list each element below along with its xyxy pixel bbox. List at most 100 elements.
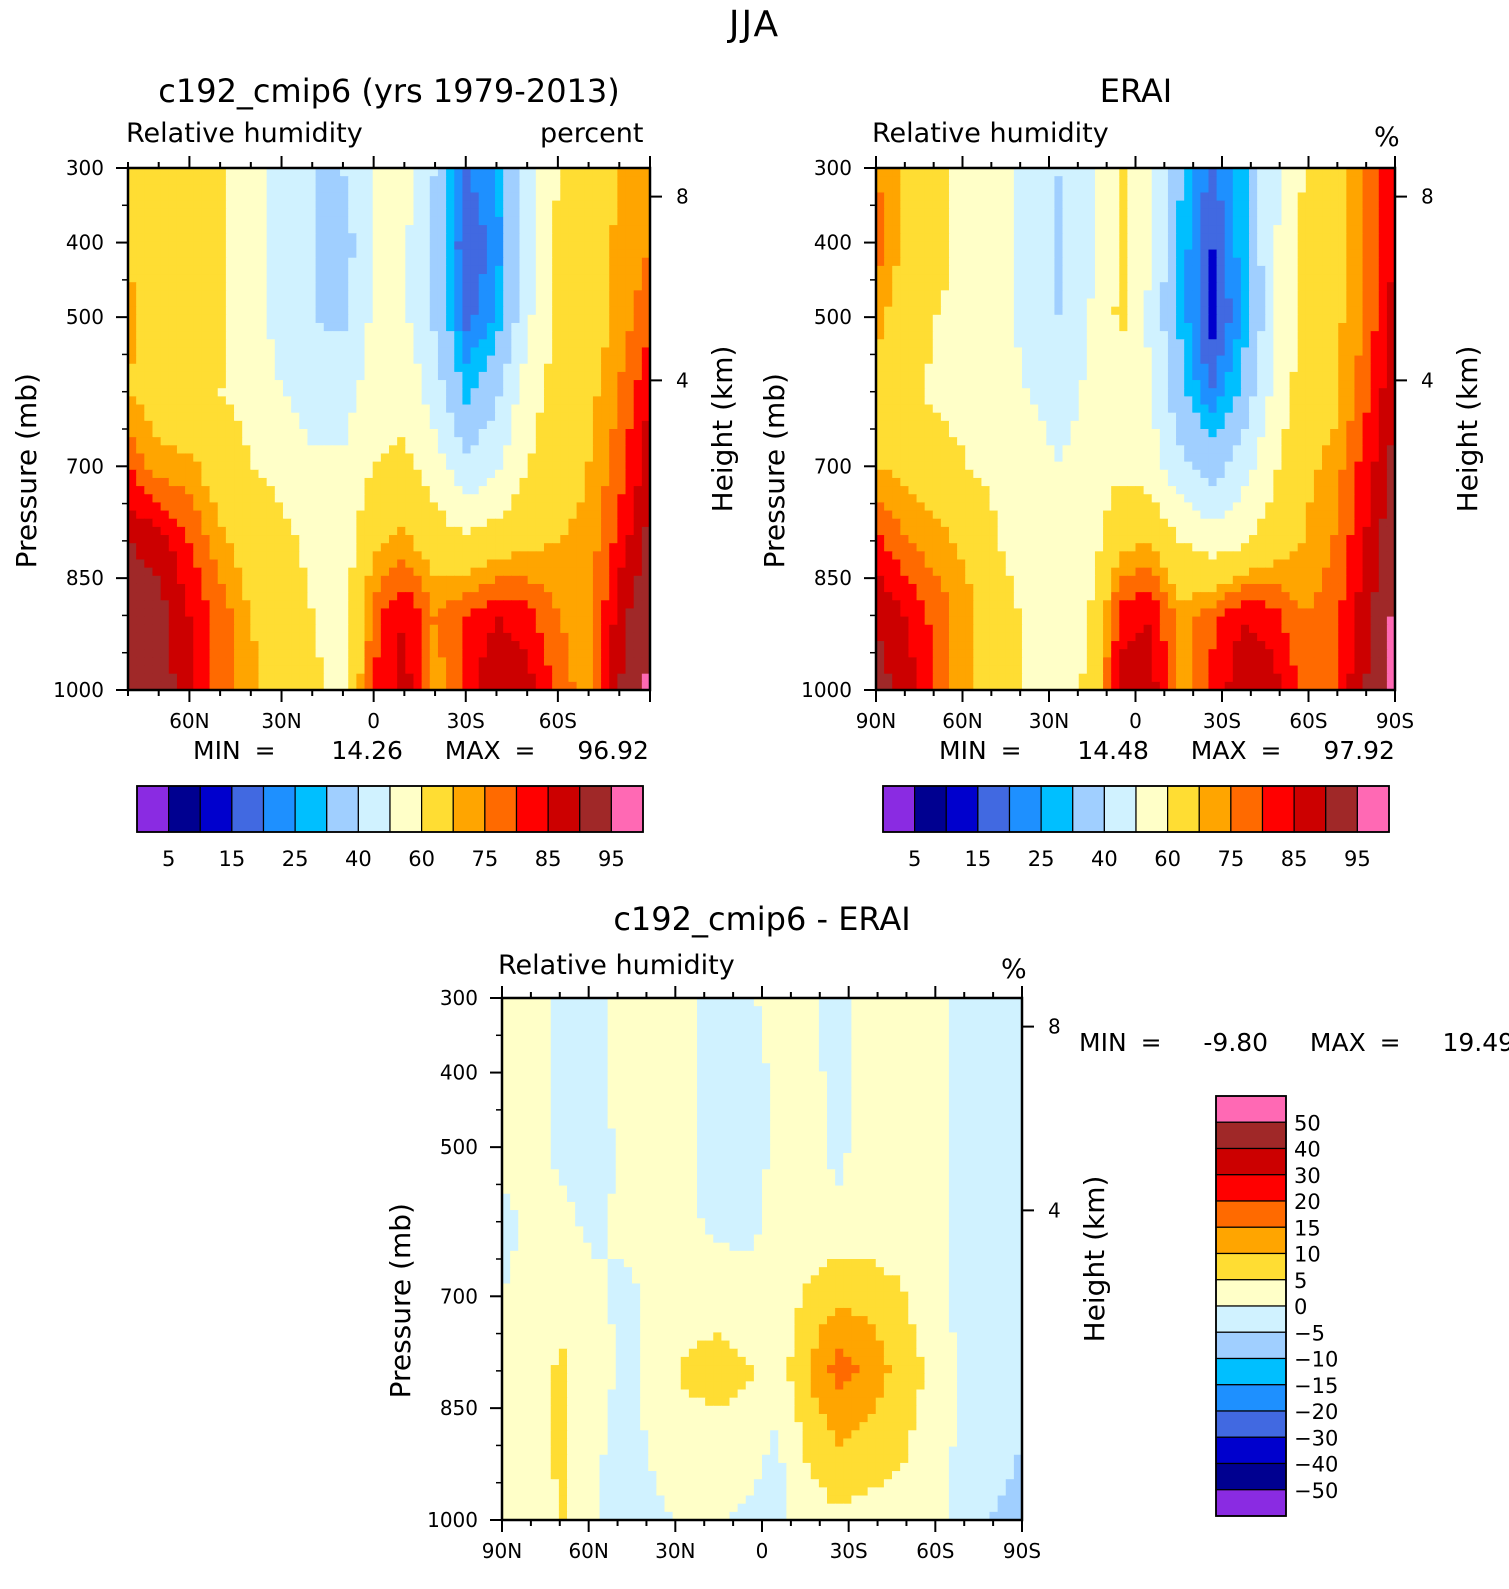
- panel1-field-cell: [299, 176, 309, 185]
- panel2-field-cell: [1013, 208, 1023, 218]
- panel1-field-cell: [315, 314, 325, 324]
- panel2-field-cell: [1240, 216, 1250, 226]
- panel1-field-cell: [225, 274, 235, 283]
- panel1-field-cell: [437, 461, 447, 471]
- panel1-field-cell: [633, 176, 643, 185]
- panel2-min-label: MIN =: [939, 736, 1022, 765]
- panel1-field-cell: [535, 265, 545, 275]
- panel1-field-cell: [568, 510, 578, 520]
- panel1-field-cell: [356, 535, 366, 544]
- panel1-field-cell: [625, 592, 635, 601]
- panel1-field-cell: [601, 265, 610, 275]
- panel1-field-cell: [421, 388, 431, 397]
- panel1-field-cell: [462, 290, 472, 300]
- panel1-field-cell: [633, 404, 643, 414]
- panel2-field-cell: [948, 208, 958, 218]
- panel2-field-cell: [1273, 249, 1283, 259]
- panel1-field-cell: [437, 371, 447, 381]
- panel1-field-cell: [234, 461, 243, 471]
- panel1-field-cell: [511, 567, 521, 577]
- panel1-field-cell: [209, 322, 219, 332]
- panel1-field-cell: [364, 469, 374, 479]
- panel1-field-cell: [527, 429, 537, 438]
- panel1-field-cell: [160, 339, 170, 349]
- panel1-field-cell: [307, 624, 317, 634]
- panel1-field-cell: [486, 673, 496, 683]
- panel2-field-cell: [1362, 225, 1372, 234]
- panel1-field-cell: [356, 339, 366, 349]
- panel1-field-cell: [168, 543, 178, 552]
- panel1-field-cell: [266, 225, 276, 234]
- panel1-field-cell: [495, 453, 504, 463]
- panel1-field-cell: [185, 265, 194, 275]
- panel2-field-cell: [965, 208, 974, 218]
- panel1-field-cell: [568, 649, 578, 658]
- panel1-field-cell: [584, 583, 594, 593]
- panel1-field-cell: [185, 241, 194, 251]
- panel1-field-cell: [609, 681, 618, 691]
- panel1-field-cell: [389, 567, 398, 577]
- panel1-field-cell: [323, 176, 333, 185]
- panel1-field-cell: [307, 380, 317, 389]
- panel2-field-cell: [1370, 168, 1380, 177]
- panel1-field-cell: [421, 176, 431, 185]
- panel1-field-cell: [331, 404, 341, 414]
- panel1-field-cell: [315, 265, 325, 275]
- panel2-field-cell: [1094, 208, 1104, 218]
- panel1-field-cell: [413, 559, 423, 569]
- panel2-field-cell: [908, 265, 918, 275]
- panel1-field-cell: [397, 274, 406, 283]
- panel1-field-cell: [633, 225, 643, 234]
- panel1-field-cell: [429, 420, 439, 430]
- panel2-field-cell: [916, 249, 926, 259]
- panel1-field-cell: [258, 420, 268, 430]
- panel1-field-cell: [242, 339, 251, 349]
- panel1-field-cell: [380, 583, 390, 593]
- panel1-field-cell: [176, 429, 186, 438]
- panel1-field-cell: [462, 518, 472, 528]
- panel1-field-cell: [340, 437, 349, 446]
- panel1-field-cell: [592, 249, 602, 259]
- panel1-field-cell: [609, 339, 618, 349]
- panel1-field-cell: [568, 567, 578, 577]
- panel1-field-cell: [144, 624, 154, 634]
- panel1-field-cell: [323, 477, 333, 487]
- panel1-field-cell: [625, 176, 635, 185]
- panel2-field-cell: [940, 233, 950, 243]
- panel1-field-cell: [266, 216, 276, 226]
- panel1-field-cell: [380, 632, 390, 642]
- panel1-field-cell: [234, 282, 243, 291]
- panel1-field-cell: [535, 486, 545, 495]
- panel2-field-cell: [1176, 176, 1185, 185]
- panel1-field-cell: [535, 616, 545, 626]
- panel1-field-cell: [413, 396, 423, 406]
- panel1-field-cell: [176, 249, 186, 259]
- panel1-field-cell: [503, 518, 512, 528]
- panel2-field-cell: [1362, 176, 1372, 185]
- panel1-field-cell: [364, 592, 374, 601]
- panel1-field-cell: [250, 208, 260, 218]
- panel1-field-cell: [576, 176, 586, 185]
- panel1-field-cell: [609, 429, 618, 438]
- panel1-field-cell: [340, 371, 349, 381]
- panel1-field-cell: [193, 208, 203, 218]
- panel1-field-cell: [185, 257, 194, 267]
- panel1-field-cell: [470, 592, 480, 601]
- panel1-field-cell: [266, 535, 276, 544]
- panel1-field-cell: [209, 257, 219, 267]
- panel1-units-label: percent: [540, 118, 644, 149]
- panel1-field-cell: [282, 583, 292, 593]
- panel1-field-cell: [527, 322, 537, 332]
- panel1-field-cell: [609, 371, 618, 381]
- panel1-field-cell: [462, 339, 472, 349]
- panel1-field-cell: [454, 551, 464, 561]
- panel1-field-cell: [413, 453, 423, 463]
- panel2-field-cell: [1111, 168, 1120, 177]
- panel1-field-cell: [454, 380, 464, 389]
- panel1-field-cell: [323, 200, 333, 210]
- panel1-field-cell: [609, 404, 618, 414]
- panel1-field-cell: [560, 265, 570, 275]
- panel1-field-cell: [168, 453, 178, 463]
- panel1-field-cell: [609, 265, 618, 275]
- panel1-field-cell: [380, 274, 390, 283]
